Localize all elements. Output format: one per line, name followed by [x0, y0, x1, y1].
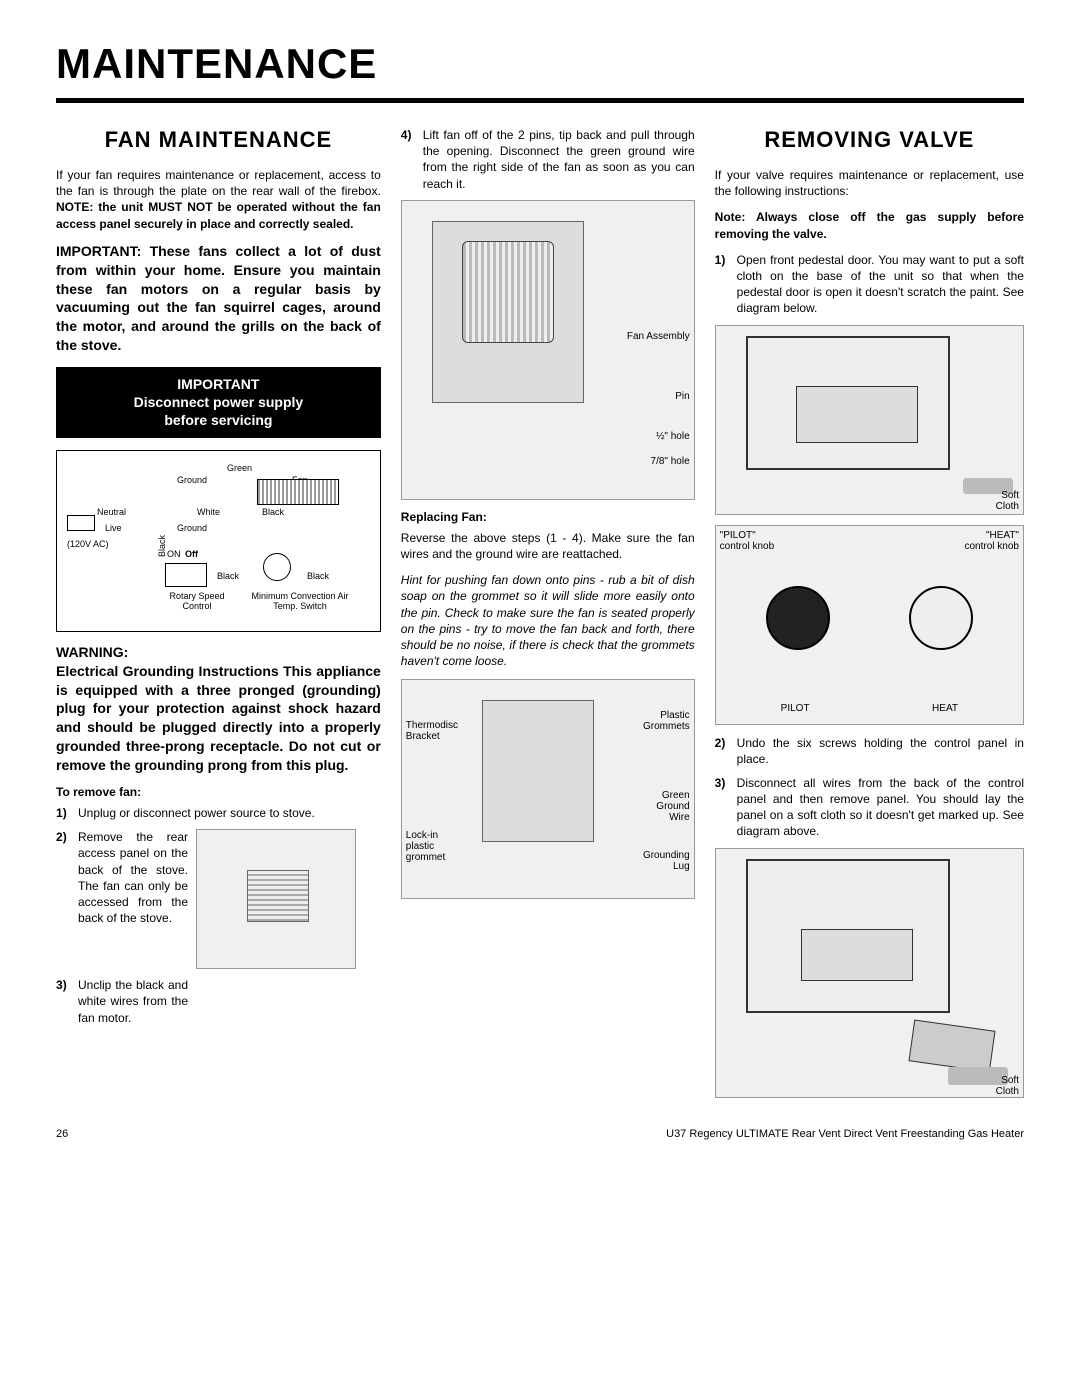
- lbl-pilot: PILOT: [781, 703, 810, 714]
- lbl-green: Green: [227, 463, 252, 473]
- valve-steps-1: Open front pedestal door. You may want t…: [715, 252, 1024, 317]
- lbl-rotary: Rotary Speed Control: [157, 591, 237, 611]
- fan-assembly-diagram: Fan Assembly Pin ½" hole 7/8" hole: [401, 200, 695, 500]
- lbl-plastic-grommets: Plastic Grommets: [630, 710, 690, 732]
- important-line2: Disconnect power supply: [62, 393, 375, 411]
- step1-text: Unplug or disconnect power source to sto…: [78, 805, 315, 821]
- step1: Unplug or disconnect power source to sto…: [56, 805, 381, 821]
- replacing-fan-heading: Replacing Fan:: [401, 510, 695, 524]
- lbl-pin: Pin: [675, 391, 689, 402]
- warning-sub: Electrical Grounding Instructions: [56, 663, 279, 679]
- page: MAINTENANCE FAN MAINTENANCE If your fan …: [0, 0, 1080, 1170]
- remove-fan-steps: Unplug or disconnect power source to sto…: [56, 805, 381, 1026]
- content-columns: FAN MAINTENANCE If your fan requires mai…: [56, 127, 1024, 1098]
- removing-valve-heading: REMOVING VALVE: [715, 127, 1024, 153]
- replacing-body: Reverse the above steps (1 - 4). Make su…: [401, 530, 695, 562]
- col2-step4-list: Lift fan off of the 2 pins, tip back and…: [401, 127, 695, 192]
- fan-intro: If your fan requires maintenance or repl…: [56, 167, 381, 232]
- lbl-pilot-knob: "PILOT" control knob: [720, 530, 775, 552]
- important-line1: IMPORTANT: [62, 375, 375, 393]
- lbl-ground-mid: Ground: [177, 523, 207, 533]
- valve-step1: Open front pedestal door. You may want t…: [715, 252, 1024, 317]
- page-title: MAINTENANCE: [56, 40, 1024, 88]
- step2: Remove the rear access panel on the back…: [56, 829, 381, 969]
- valve-step2: Undo the six screws holding the control …: [715, 735, 1024, 767]
- step4-text: Lift fan off of the 2 pins, tip back and…: [423, 127, 695, 192]
- valve-steps-23: Undo the six screws holding the control …: [715, 735, 1024, 840]
- lbl-heat: HEAT: [932, 703, 958, 714]
- lbl-lockin: Lock-in plastic grommet: [406, 830, 461, 863]
- lbl-neutral: Neutral: [97, 507, 126, 517]
- warning-block: Electrical Grounding Instructions This a…: [56, 662, 381, 775]
- lbl-soft-cloth-2: Soft Cloth: [979, 1075, 1019, 1097]
- title-rule: [56, 98, 1024, 103]
- valve-step1-text: Open front pedestal door. You may want t…: [737, 252, 1024, 317]
- lbl-white: White: [197, 507, 220, 517]
- warning-body: This appliance is equipped with a three …: [56, 663, 381, 773]
- lbl-black2: Black: [217, 571, 239, 581]
- fan-maintenance-heading: FAN MAINTENANCE: [56, 127, 381, 153]
- lbl-off: Off: [185, 549, 198, 559]
- column-3: REMOVING VALVE If your valve requires ma…: [715, 127, 1024, 1098]
- important-line3: before servicing: [62, 411, 375, 429]
- step3-text: Unclip the black and white wires from th…: [78, 977, 188, 1026]
- lbl-heat-knob: "HEAT" control knob: [964, 530, 1019, 552]
- lbl-ground-top: Ground: [177, 475, 207, 485]
- lbl-green-ground: Green Ground Wire: [640, 790, 690, 823]
- step2-text: Remove the rear access panel on the back…: [78, 829, 188, 926]
- lbl-on: ON: [167, 549, 181, 559]
- rear-panel-diagram: [196, 829, 356, 969]
- knob-diagram: "PILOT" control knob "HEAT" control knob…: [715, 525, 1024, 725]
- column-2: Lift fan off of the 2 pins, tip back and…: [401, 127, 695, 1098]
- fan-intro-bold: NOTE: the unit MUST NOT be operated with…: [56, 200, 381, 230]
- valve-step3: Disconnect all wires from the back of th…: [715, 775, 1024, 840]
- lbl-grounding-lug: Grounding Lug: [625, 850, 690, 872]
- page-number: 26: [56, 1128, 68, 1140]
- panel-removed-diagram: Soft Cloth: [715, 848, 1024, 1098]
- column-1: FAN MAINTENANCE If your fan requires mai…: [56, 127, 381, 1098]
- important-box: IMPORTANT Disconnect power supply before…: [56, 367, 381, 438]
- lbl-half-hole: ½" hole: [656, 431, 690, 442]
- lbl-soft-cloth-1: Soft Cloth: [979, 490, 1019, 512]
- replacing-hint: Hint for pushing fan down onto pins - ru…: [401, 572, 695, 669]
- fan-important-para: IMPORTANT: These fans collect a lot of d…: [56, 242, 381, 355]
- lbl-black1: Black: [262, 507, 284, 517]
- lbl-min-conv: Minimum Convection Air Temp. Switch: [245, 591, 355, 611]
- remove-fan-heading: To remove fan:: [56, 785, 381, 799]
- lbl-ac: (120V AC): [67, 539, 109, 549]
- lbl-live: Live: [105, 523, 122, 533]
- lbl-thermodisc: Thermodisc Bracket: [406, 720, 476, 742]
- valve-step3-text: Disconnect all wires from the back of th…: [737, 775, 1024, 840]
- valve-intro: If your valve requires maintenance or re…: [715, 167, 1024, 199]
- grommet-diagram: Thermodisc Bracket Lock-in plastic gromm…: [401, 679, 695, 899]
- doc-title: U37 Regency ULTIMATE Rear Vent Direct Ve…: [666, 1128, 1024, 1140]
- valve-note: Note: Always close off the gas supply be…: [715, 209, 1024, 241]
- lbl-fan-assembly: Fan Assembly: [627, 331, 690, 342]
- lbl-78-hole: 7/8" hole: [651, 456, 690, 467]
- step4: Lift fan off of the 2 pins, tip back and…: [401, 127, 695, 192]
- page-footer: 26 U37 Regency ULTIMATE Rear Vent Direct…: [56, 1128, 1024, 1140]
- valve-step2-text: Undo the six screws holding the control …: [737, 735, 1024, 767]
- fan-intro-text: If your fan requires maintenance or repl…: [56, 168, 381, 198]
- wiring-diagram: Green Ground Fan Neutral White Black Liv…: [56, 450, 381, 632]
- step3: Unclip the black and white wires from th…: [56, 977, 381, 1026]
- warning-heading: WARNING:: [56, 644, 381, 660]
- lbl-black3: Black: [307, 571, 329, 581]
- pedestal-diagram: Soft Cloth: [715, 325, 1024, 515]
- lbl-black-v: Black: [157, 535, 167, 557]
